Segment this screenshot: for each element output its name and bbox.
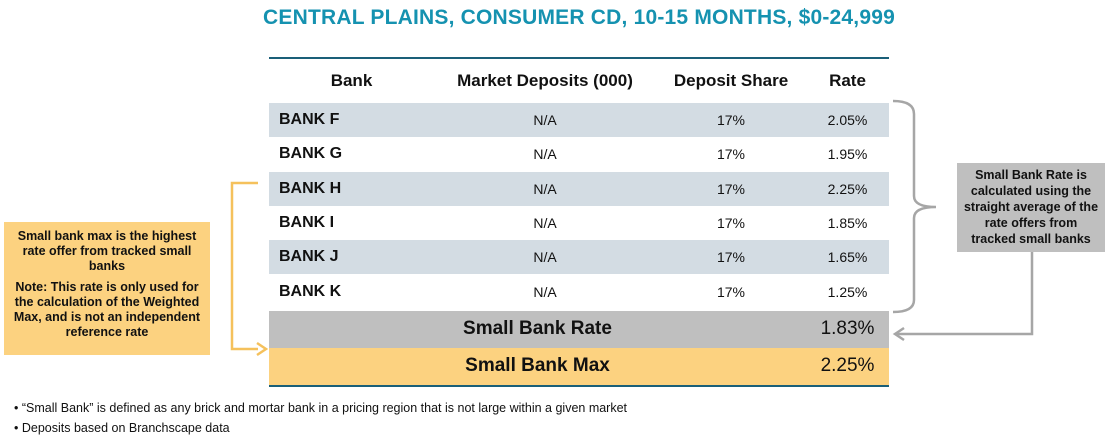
bank-name: BANK J (279, 248, 339, 266)
small-bank-max-callout: Small bank max is the highest rate offer… (4, 222, 210, 355)
market-deposits: N/A (533, 146, 557, 163)
page-title: CENTRAL PLAINS, CONSUMER CD, 10-15 MONTH… (263, 6, 895, 29)
header-market-deposits: Market Deposits (000) (457, 71, 633, 90)
header-bank: Bank (330, 71, 373, 90)
bank-name: BANK K (279, 282, 342, 300)
small-bank-max-label: Small Bank Max (465, 355, 610, 377)
rate: 1.95% (827, 146, 868, 163)
deposit-share: 17% (716, 249, 746, 266)
rate-connector-arrowhead (892, 326, 905, 342)
small-bank-rate-value: 1.83% (820, 318, 875, 340)
footnotes: “Small Bank” is defined as any brick and… (14, 398, 627, 438)
rates-table: Bank Market Deposits (000) Deposit Share… (269, 57, 889, 387)
header-rate: Rate (829, 71, 866, 90)
market-deposits: N/A (533, 215, 557, 232)
table-row: BANK K N/A 17% 1.25% (269, 274, 889, 309)
footnote: “Small Bank” is defined as any brick and… (14, 398, 627, 418)
deposit-share: 17% (716, 112, 746, 129)
table-row: BANK I N/A 17% 1.85% (269, 205, 889, 241)
rate: 1.85% (827, 215, 868, 232)
rate: 2.25% (827, 180, 868, 197)
small-bank-rate-label: Small Bank Rate (463, 318, 612, 340)
table-row: BANK H N/A 17% 2.25% (269, 171, 889, 206)
table-row: BANK F N/A 17% 2.05% (269, 103, 889, 138)
callout-max-note: Note: This rate is only used for the cal… (13, 280, 201, 339)
table-row: BANK G N/A 17% 1.95% (269, 137, 889, 172)
bank-name: BANK H (279, 179, 342, 197)
market-deposits: N/A (533, 180, 557, 197)
small-bank-rate-row: Small Bank Rate 1.83% (269, 310, 889, 348)
bank-name: BANK F (279, 111, 340, 129)
curly-brace (892, 99, 937, 314)
market-deposits: N/A (533, 112, 557, 129)
deposit-share: 17% (716, 146, 746, 163)
max-connector-line (230, 181, 258, 351)
deposit-share: 17% (716, 180, 746, 197)
header-deposit-share: Deposit Share (673, 71, 789, 90)
market-deposits: N/A (533, 249, 557, 266)
table-header-row: Bank Market Deposits (000) Deposit Share… (269, 59, 889, 103)
footnote: Deposits based on Branchscape data (14, 418, 627, 438)
table-row: BANK J N/A 17% 1.65% (269, 240, 889, 275)
max-connector-arrowhead (256, 341, 269, 357)
market-deposits: N/A (533, 283, 557, 300)
deposit-share: 17% (716, 215, 746, 232)
small-bank-max-row: Small Bank Max 2.25% (269, 347, 889, 387)
rate: 1.65% (827, 249, 868, 266)
bank-name: BANK I (279, 214, 335, 232)
deposit-share: 17% (716, 283, 746, 300)
callout-max-description: Small bank max is the highest rate offer… (17, 229, 197, 273)
small-bank-rate-callout: Small Bank Rate is calculated using the … (957, 163, 1105, 252)
rate-connector-line (897, 252, 1034, 336)
rate: 2.05% (827, 112, 868, 129)
small-bank-max-value: 2.25% (820, 355, 875, 377)
bank-name: BANK G (279, 145, 343, 163)
rate: 1.25% (827, 283, 868, 300)
